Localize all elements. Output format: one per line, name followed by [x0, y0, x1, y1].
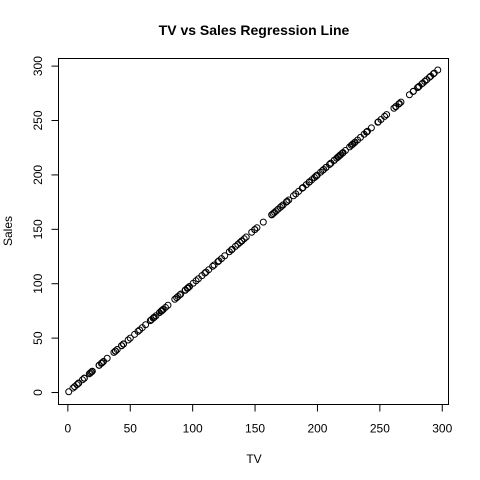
data-point-0-155: [390, 104, 398, 112]
data-point-0-95: [272, 207, 280, 215]
data-point-0-23: [112, 347, 120, 355]
y-tick-label-6: 300: [31, 56, 45, 76]
y-tick-label-4: 200: [31, 165, 45, 185]
scatter-points: [65, 66, 442, 396]
data-point-0-115: [312, 172, 320, 180]
data-point-0-103: [289, 192, 297, 200]
data-point-0-102: [285, 196, 293, 204]
data-point-0-6: [75, 379, 83, 387]
data-point-0-12: [87, 368, 95, 376]
data-point-0-119: [320, 165, 328, 173]
data-point-0-100: [282, 198, 290, 206]
y-tick-label-0: 0: [31, 389, 45, 396]
data-point-0-48: [159, 305, 167, 313]
x-tick-label-3: 150: [245, 422, 265, 436]
data-point-0-63: [192, 277, 200, 285]
chart-title: TV vs Sales Regression Line: [159, 22, 350, 38]
data-point-0-163: [409, 87, 417, 95]
data-point-0-55: [177, 290, 185, 298]
data-point-0-29: [124, 336, 132, 344]
x-tick-label-5: 250: [370, 422, 390, 436]
data-point-0-11: [86, 369, 94, 377]
x-tick-label-4: 200: [307, 422, 327, 436]
x-tick-label-6: 300: [432, 422, 452, 436]
data-point-0-136: [341, 147, 349, 155]
data-point-0-28: [120, 340, 128, 348]
data-point-0-30: [126, 334, 134, 342]
y-axis-label: Sales: [1, 216, 15, 246]
y-tick-label-5: 250: [31, 110, 45, 130]
data-point-0-175: [434, 66, 442, 74]
x-tick-label-1: 50: [124, 422, 138, 436]
data-point-0-153: [381, 112, 389, 120]
data-point-0-149: [367, 124, 375, 132]
data-point-0-159: [395, 100, 403, 108]
data-point-0-171: [425, 73, 433, 81]
data-point-0-40: [150, 313, 158, 321]
data-point-0-1: [69, 384, 77, 392]
data-point-0-18: [98, 359, 106, 367]
data-point-0-90: [259, 218, 267, 226]
data-point-0-14: [88, 367, 96, 375]
data-point-0-88: [251, 226, 259, 234]
data-point-0-83: [238, 237, 246, 245]
data-point-0-122: [325, 160, 333, 168]
data-point-0-35: [142, 321, 150, 329]
data-point-0-50: [164, 301, 172, 309]
data-point-0-32: [134, 327, 142, 335]
x-tick-label-2: 100: [183, 422, 203, 436]
y-tick-label-3: 150: [31, 219, 45, 239]
data-point-0-0: [65, 388, 73, 396]
data-point-0-160: [397, 98, 405, 106]
y-tick-label-2: 100: [31, 273, 45, 293]
data-point-0-24: [113, 346, 121, 354]
data-point-0-20: [103, 354, 111, 362]
x-axis: 0 50 100 150 200 250 300: [65, 404, 453, 436]
data-point-0-111: [306, 178, 314, 186]
y-tick-label-1: 50: [31, 331, 45, 345]
data-point-0-17: [97, 359, 105, 367]
data-point-0-168: [419, 79, 427, 87]
data-point-0-59: [184, 284, 192, 292]
data-point-0-84: [240, 235, 248, 243]
data-point-0-173: [429, 70, 437, 78]
data-point-0-80: [236, 238, 244, 246]
data-point-0-69: [209, 262, 217, 270]
data-point-0-135: [339, 149, 347, 157]
data-point-0-78: [231, 242, 239, 250]
data-point-0-74: [221, 252, 229, 260]
data-point-0-101: [283, 197, 291, 205]
data-point-0-26: [118, 342, 126, 350]
y-axis: 0 50 100 150 200 250 300: [31, 56, 59, 396]
data-point-0-85: [242, 233, 250, 241]
data-point-0-3: [73, 381, 81, 389]
x-axis-label: TV: [246, 452, 261, 466]
data-point-0-9: [80, 374, 88, 382]
data-point-0-89: [253, 224, 261, 232]
x-tick-label-0: 0: [65, 422, 72, 436]
data-point-0-7: [78, 376, 86, 384]
data-point-0-54: [176, 291, 184, 299]
data-point-0-98: [278, 202, 286, 210]
data-point-0-76: [227, 246, 235, 254]
data-point-0-169: [421, 77, 429, 85]
plot-frame: [58, 58, 449, 405]
data-point-0-161: [405, 91, 413, 99]
data-point-0-140: [349, 140, 357, 148]
data-point-0-154: [383, 111, 391, 119]
